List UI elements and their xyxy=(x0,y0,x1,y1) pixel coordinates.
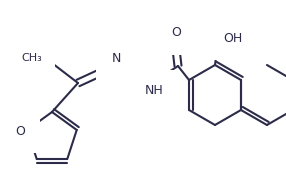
Text: CH₃: CH₃ xyxy=(21,53,42,63)
Text: O: O xyxy=(15,125,25,138)
Text: OH: OH xyxy=(223,31,242,45)
Text: O: O xyxy=(171,26,181,40)
Text: NH: NH xyxy=(145,84,163,98)
Text: N: N xyxy=(111,52,121,65)
